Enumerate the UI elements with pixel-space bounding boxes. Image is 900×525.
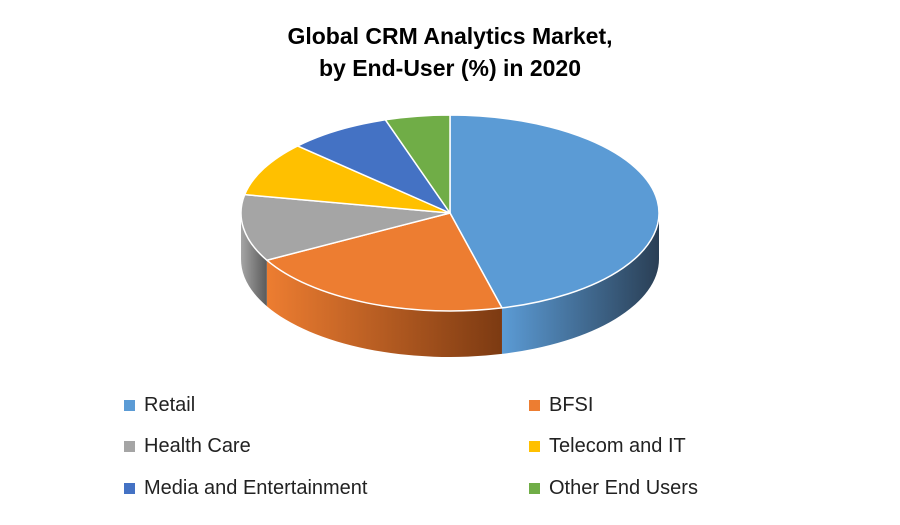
pie-slice-retail [449,114,660,309]
legend-label-other-end-users: Other End Users [549,477,698,499]
pie-slice-bfsi [266,212,503,312]
pie-side-retail [501,213,659,354]
legend-label-retail: Retail [144,394,196,416]
pie-slice-media-and-entertainment [296,119,451,214]
legend-item-health-care: Health Care [124,435,251,458]
pie-slice-health-care [240,193,451,261]
legend-swatch-health-care [124,441,135,452]
legend-swatch-media-and-entertainment [124,483,135,494]
legend-item-other-end-users: Other End Users [529,477,698,500]
chart-title-line-1: Global CRM Analytics Market, [287,23,613,49]
legend-label-health-care: Health Care [144,435,251,457]
pie-slice-other-end-users [384,114,451,214]
legend-swatch-bfsi [529,400,540,411]
pie-slices [240,114,660,312]
legend-item-media-and-entertainment: Media and Entertainment [124,477,367,500]
pie-chart [240,114,660,357]
legend-label-media-and-entertainment: Media and Entertainment [144,477,368,499]
pie-side-bfsi [266,260,502,357]
legend-item-retail: Retail [124,394,195,417]
legend-label-telecom-and-it: Telecom and IT [549,435,686,457]
chart-title-line-2: by End-User (%) in 2020 [318,55,582,81]
chart-title: Global CRM Analytics Market, by End-User… [0,20,900,84]
pie-slice-telecom-and-it [243,145,451,214]
legend-swatch-telecom-and-it [529,441,540,452]
legend: Retail BFSI Health Care Telecom and IT M… [0,394,900,519]
legend-item-bfsi: BFSI [529,394,593,417]
legend-swatch-other-end-users [529,483,540,494]
legend-item-telecom-and-it: Telecom and IT [529,435,686,458]
legend-label-bfsi: BFSI [549,394,594,416]
pie-side-walls [241,213,659,357]
legend-swatch-retail [124,400,135,411]
pie-side-health-care [241,213,267,307]
